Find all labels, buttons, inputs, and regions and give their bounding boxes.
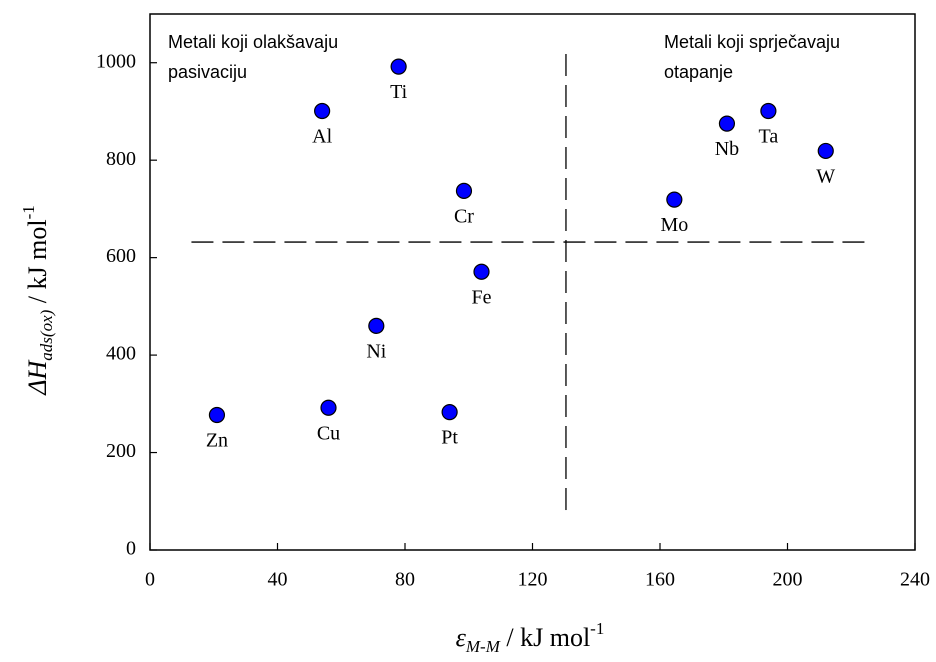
label-symbol: ε xyxy=(456,623,467,652)
label-symbol: ΔH xyxy=(23,359,52,395)
y-axis-label: ΔHads(ox) / kJ mol-1 xyxy=(19,205,56,396)
point xyxy=(455,182,473,199)
point xyxy=(666,191,683,208)
point-label: Ta xyxy=(759,126,779,148)
point xyxy=(473,263,490,280)
y-tick-label: 1000 xyxy=(96,50,136,72)
point xyxy=(760,102,777,120)
x-tick-label: 200 xyxy=(773,569,803,591)
label-subscript: ads(ox) xyxy=(37,309,56,360)
annotation: pasivaciju xyxy=(168,62,247,82)
y-tick-label: 400 xyxy=(106,343,136,365)
y-tick-label: 800 xyxy=(106,148,136,170)
label-subscript: M-M xyxy=(465,637,501,656)
point-label: Pt xyxy=(441,427,458,449)
point xyxy=(368,317,385,334)
x-tick-label: 240 xyxy=(900,569,930,591)
point xyxy=(441,404,458,421)
label-unit: / kJ mol xyxy=(500,623,590,652)
point xyxy=(390,58,407,75)
x-tick-label: 160 xyxy=(645,569,675,591)
point xyxy=(718,115,736,132)
y-tick-label: 0 xyxy=(126,538,136,560)
y-tick-label: 200 xyxy=(106,440,136,462)
label-superscript: -1 xyxy=(19,205,38,219)
point-label: Cr xyxy=(454,205,474,227)
label-unit: / kJ mol xyxy=(23,219,52,309)
plot-frame xyxy=(149,13,916,551)
point xyxy=(208,406,226,424)
point-label: Nb xyxy=(715,138,739,160)
x-tick-label: 120 xyxy=(518,569,548,591)
point xyxy=(817,142,834,160)
annotation: otapanje xyxy=(664,62,733,82)
point-label: Cu xyxy=(317,422,340,444)
label-superscript: -1 xyxy=(590,619,604,638)
point-label: W xyxy=(816,166,835,188)
annotation: Metali koji sprječavaju xyxy=(664,32,840,52)
x-axis-label: εM-M / kJ mol-1 xyxy=(456,619,605,656)
x-tick-label: 0 xyxy=(145,569,155,591)
x-tick-label: 40 xyxy=(268,569,288,591)
y-tick-label: 600 xyxy=(106,245,136,267)
point-label: Ni xyxy=(366,340,386,362)
point-label: Ti xyxy=(390,81,408,103)
annotation: Metali koji olakšavaju xyxy=(168,32,338,52)
x-tick-label: 80 xyxy=(395,569,415,591)
point xyxy=(320,399,337,416)
point-label: Al xyxy=(312,126,332,148)
point-label: Fe xyxy=(472,286,492,308)
point xyxy=(314,102,331,120)
point-label: Mo xyxy=(660,214,688,236)
point-label: Zn xyxy=(206,430,228,452)
